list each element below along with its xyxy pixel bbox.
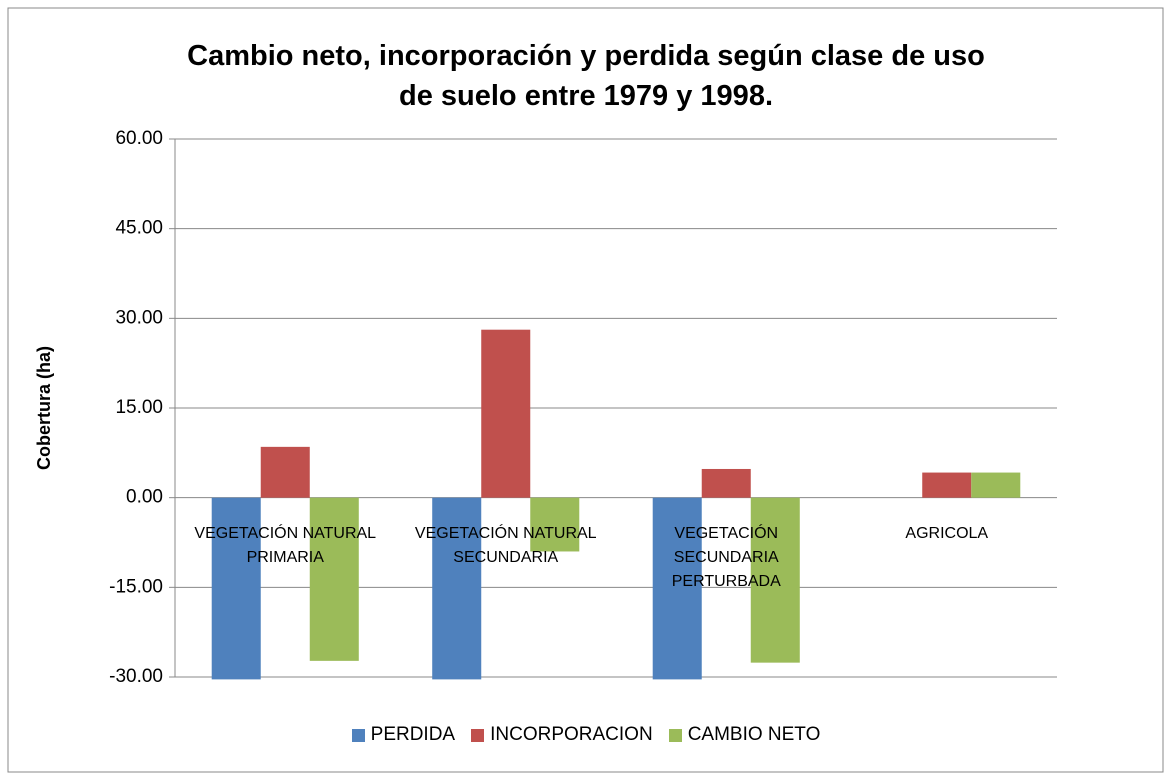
legend-label: CAMBIO NETO	[687, 724, 821, 745]
x-tick-label: VEGETACIÓN NATURAL SECUNDARIA	[414, 525, 597, 566]
y-tick-label: 30.00	[115, 307, 163, 328]
bar	[971, 472, 1021, 498]
y-tick-label: 0.00	[126, 487, 163, 508]
legend-item: PERDIDA	[351, 724, 456, 746]
x-tick-label: AGRICOLA	[905, 525, 989, 542]
legend-item: CAMBIO NETO	[668, 724, 821, 746]
legend-swatch	[668, 728, 682, 742]
y-axis-label: Cobertura (ha)	[34, 346, 54, 470]
y-tick-label: 15.00	[115, 397, 163, 418]
bar	[260, 446, 310, 498]
bar	[481, 329, 531, 498]
bar	[750, 497, 800, 663]
bar	[530, 497, 580, 552]
legend: PERDIDA INCORPORACION CAMBIO NETO	[0, 724, 1172, 746]
legend-item: INCORPORACION	[471, 724, 653, 746]
x-tick-label: VEGETACIÓN SECUNDARIA PERTURBADA	[671, 525, 781, 590]
y-tick-label: -30.00	[109, 666, 163, 687]
chart-title: Cambio neto, incorporación y perdida seg…	[187, 40, 985, 112]
legend-label: INCORPORACION	[490, 724, 653, 745]
chart-border	[7, 7, 1164, 773]
x-tick-label: VEGETACIÓN NATURAL PRIMARIA	[194, 525, 377, 566]
y-tick-label: 60.00	[115, 128, 163, 149]
bar	[701, 468, 751, 498]
legend-swatch	[351, 728, 365, 742]
legend-label: PERDIDA	[370, 724, 456, 745]
bar	[922, 472, 972, 498]
y-tick-label: 45.00	[115, 218, 163, 239]
bar	[432, 497, 482, 680]
bar	[309, 497, 359, 661]
bar	[211, 497, 261, 680]
legend-swatch	[471, 728, 485, 742]
y-tick-label: -15.00	[109, 576, 163, 597]
bar	[652, 497, 702, 680]
